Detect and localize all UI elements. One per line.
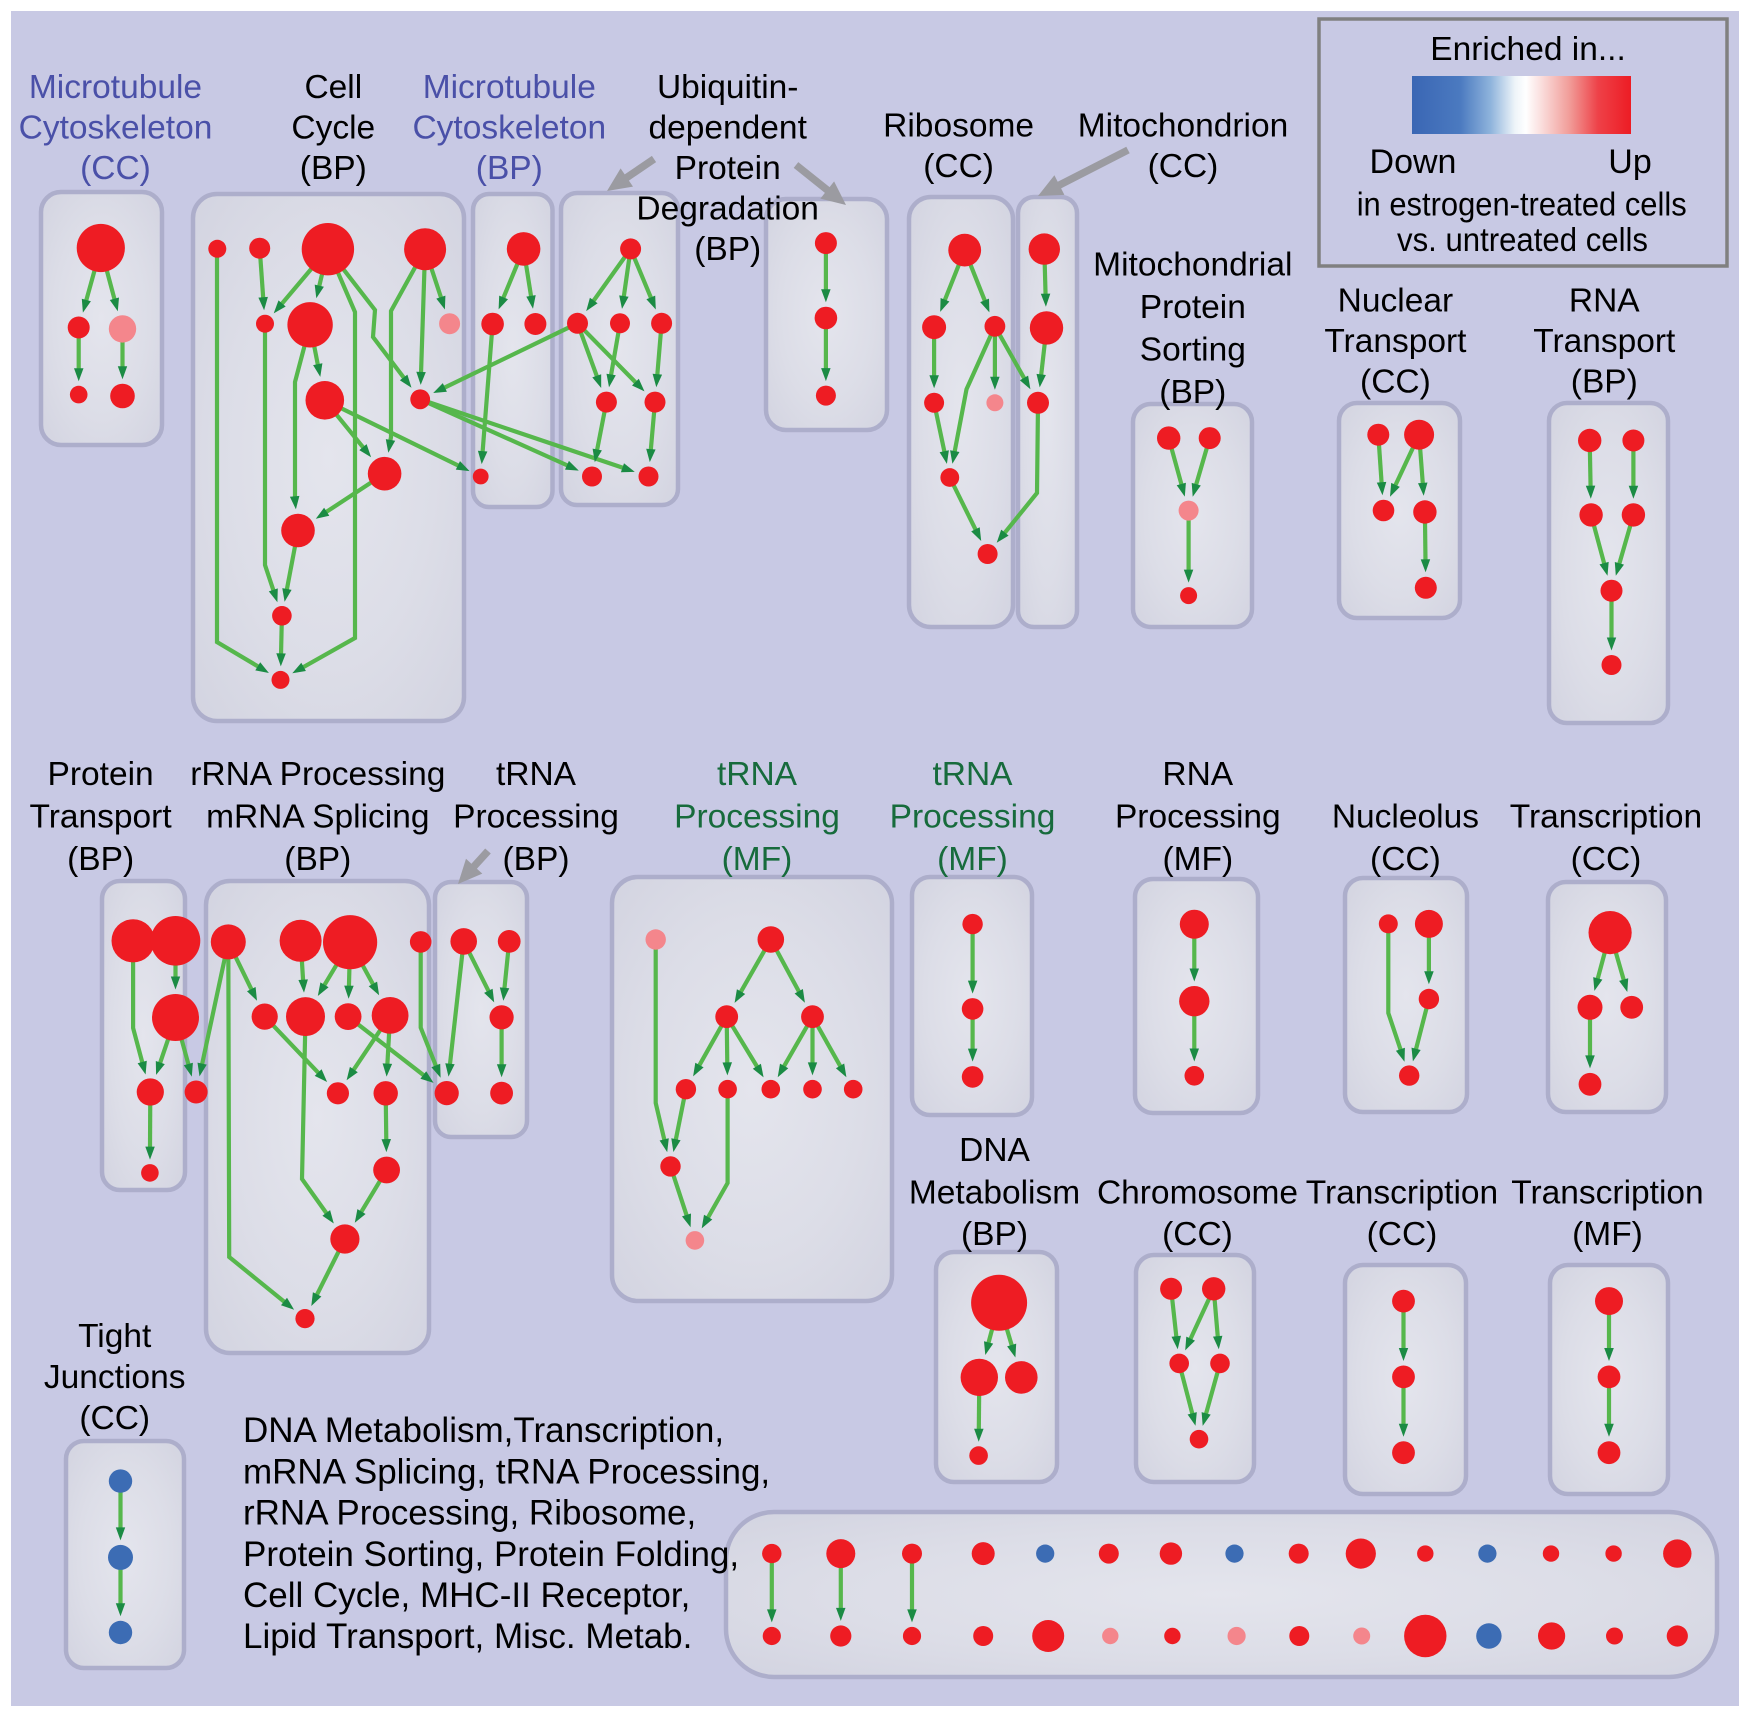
svg-text:RNA: RNA bbox=[1162, 756, 1233, 793]
svg-text:(CC): (CC) bbox=[1367, 1216, 1438, 1253]
svg-text:tRNA: tRNA bbox=[932, 756, 1013, 793]
svg-text:Processing: Processing bbox=[453, 799, 619, 836]
svg-text:vs. untreated cells: vs. untreated cells bbox=[1397, 222, 1648, 259]
svg-text:Chromosome: Chromosome bbox=[1097, 1175, 1298, 1212]
svg-text:(CC): (CC) bbox=[80, 150, 151, 187]
svg-text:DNA: DNA bbox=[959, 1132, 1030, 1169]
svg-text:Processing: Processing bbox=[674, 799, 840, 836]
svg-text:Nuclear: Nuclear bbox=[1338, 283, 1453, 320]
svg-text:Microtubule: Microtubule bbox=[29, 69, 202, 106]
svg-text:Processing: Processing bbox=[1115, 799, 1281, 836]
svg-text:(CC): (CC) bbox=[1360, 364, 1431, 401]
svg-text:Processing: Processing bbox=[890, 799, 1056, 836]
svg-text:(MF): (MF) bbox=[722, 841, 793, 878]
svg-text:(MF): (MF) bbox=[1572, 1216, 1643, 1253]
svg-text:Protein: Protein bbox=[1140, 289, 1246, 326]
svg-text:(BP): (BP) bbox=[476, 150, 543, 187]
svg-text:mRNA Splicing, tRNA Processing: mRNA Splicing, tRNA Processing, bbox=[243, 1453, 770, 1492]
svg-text:in estrogen-treated cells: in estrogen-treated cells bbox=[1357, 186, 1687, 223]
svg-text:Protein: Protein bbox=[48, 756, 154, 793]
svg-text:Cell: Cell bbox=[304, 69, 362, 106]
svg-text:Cell Cycle, MHC-II Receptor,: Cell Cycle, MHC-II Receptor, bbox=[243, 1576, 690, 1615]
svg-text:rRNA Processing: rRNA Processing bbox=[190, 756, 445, 793]
svg-text:Transcription: Transcription bbox=[1510, 799, 1702, 836]
svg-text:(BP): (BP) bbox=[694, 231, 761, 268]
svg-text:Lipid Transport, Misc. Metab.: Lipid Transport, Misc. Metab. bbox=[243, 1617, 692, 1656]
svg-text:Metabolism: Metabolism bbox=[909, 1175, 1080, 1212]
svg-text:(BP): (BP) bbox=[300, 150, 367, 187]
svg-text:tRNA: tRNA bbox=[496, 756, 577, 793]
svg-text:DNA Metabolism,Transcription,: DNA Metabolism,Transcription, bbox=[243, 1411, 724, 1450]
svg-text:(CC): (CC) bbox=[1148, 148, 1219, 185]
svg-text:(BP): (BP) bbox=[284, 841, 351, 878]
svg-text:(CC): (CC) bbox=[923, 148, 994, 185]
svg-text:Mitochondrial: Mitochondrial bbox=[1093, 247, 1292, 284]
svg-text:RNA: RNA bbox=[1569, 283, 1640, 320]
svg-text:Degradation: Degradation bbox=[636, 190, 819, 227]
svg-text:Cycle: Cycle bbox=[291, 109, 375, 146]
svg-text:(BP): (BP) bbox=[67, 841, 134, 878]
svg-text:Protein Sorting, Protein Foldi: Protein Sorting, Protein Folding, bbox=[243, 1535, 739, 1574]
svg-text:(MF): (MF) bbox=[937, 841, 1008, 878]
svg-text:Microtubule: Microtubule bbox=[423, 69, 596, 106]
svg-text:(BP): (BP) bbox=[961, 1216, 1028, 1253]
svg-text:Cytoskeleton: Cytoskeleton bbox=[412, 109, 606, 146]
svg-text:Up: Up bbox=[1608, 143, 1651, 181]
svg-text:(CC): (CC) bbox=[1571, 841, 1642, 878]
svg-text:(CC): (CC) bbox=[79, 1400, 150, 1437]
svg-text:Ribosome: Ribosome bbox=[883, 108, 1034, 145]
svg-text:Cytoskeleton: Cytoskeleton bbox=[19, 109, 213, 146]
svg-text:Transcription: Transcription bbox=[1511, 1175, 1703, 1212]
svg-text:mRNA Splicing: mRNA Splicing bbox=[206, 799, 429, 836]
svg-text:Ubiquitin-: Ubiquitin- bbox=[657, 69, 799, 106]
svg-text:(BP): (BP) bbox=[1571, 364, 1638, 401]
svg-text:Sorting: Sorting bbox=[1140, 332, 1246, 369]
svg-text:Tight: Tight bbox=[78, 1318, 152, 1355]
svg-text:Enriched in...: Enriched in... bbox=[1430, 31, 1626, 68]
svg-text:(MF): (MF) bbox=[1162, 841, 1233, 878]
svg-text:tRNA: tRNA bbox=[717, 756, 798, 793]
svg-text:Junctions: Junctions bbox=[44, 1359, 186, 1396]
svg-text:Mitochondrion: Mitochondrion bbox=[1078, 108, 1288, 145]
svg-text:Nucleolus: Nucleolus bbox=[1332, 799, 1479, 836]
svg-text:rRNA Processing, Ribosome,: rRNA Processing, Ribosome, bbox=[243, 1494, 696, 1533]
svg-text:Down: Down bbox=[1370, 143, 1457, 181]
svg-text:Transport: Transport bbox=[1324, 323, 1467, 360]
svg-text:(CC): (CC) bbox=[1162, 1216, 1233, 1253]
svg-text:Transport: Transport bbox=[30, 799, 173, 836]
svg-text:(CC): (CC) bbox=[1370, 841, 1441, 878]
svg-text:Transport: Transport bbox=[1533, 323, 1676, 360]
svg-text:(BP): (BP) bbox=[1159, 374, 1226, 411]
svg-text:Protein: Protein bbox=[675, 150, 781, 187]
svg-text:dependent: dependent bbox=[649, 109, 808, 146]
svg-text:Transcription: Transcription bbox=[1306, 1175, 1498, 1212]
svg-text:(BP): (BP) bbox=[503, 841, 570, 878]
